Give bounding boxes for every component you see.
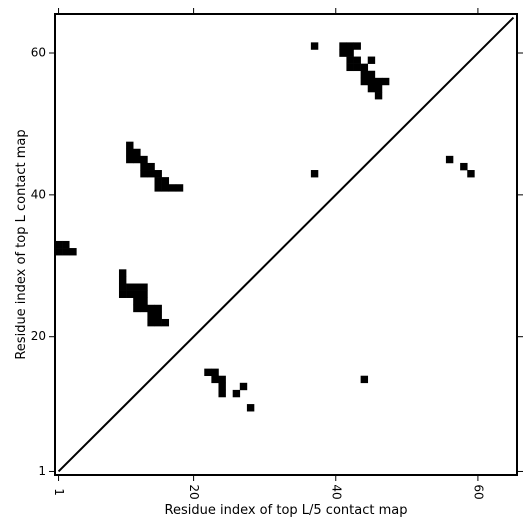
contact-cell — [353, 42, 361, 50]
contact-cell — [154, 177, 162, 185]
contact-cell — [339, 42, 347, 50]
contact-cell — [360, 70, 369, 79]
contact-cell — [118, 269, 127, 277]
contact-cell — [147, 162, 155, 171]
contact-cell — [118, 283, 127, 291]
contact-cells — [55, 42, 475, 412]
y-axis-label: Residue index of top L contact map — [14, 129, 29, 359]
diagonal-line — [57, 16, 515, 473]
contact-cell — [353, 56, 361, 64]
contact-cell — [367, 77, 376, 86]
contact-cell — [346, 56, 354, 64]
contact-cell — [55, 240, 63, 249]
contact-cell — [55, 248, 63, 256]
contact-cell — [133, 148, 141, 157]
contact-cell — [140, 304, 148, 313]
contact-cell — [360, 63, 369, 72]
contact-cell — [69, 248, 77, 256]
x-tick-label: 60 — [471, 484, 485, 499]
contact-cell — [381, 77, 390, 86]
contact-cell — [126, 148, 134, 157]
contact-cell — [310, 170, 319, 178]
contact-cell — [154, 311, 162, 320]
axis-ticks: 1 20 40 60 1 20 40 60 — [31, 8, 523, 500]
x-tick-label: 1 — [52, 488, 66, 496]
x-tick-label: 20 — [187, 484, 201, 499]
contact-cell — [367, 70, 376, 79]
contact-cell — [246, 404, 255, 412]
contact-cell — [367, 84, 376, 93]
contact-cell — [133, 297, 141, 306]
contact-cell — [118, 290, 127, 298]
x-tick-label: 40 — [329, 484, 343, 499]
contact-cell — [360, 375, 369, 384]
contact-cell — [147, 170, 155, 178]
contact-cell — [62, 240, 70, 249]
contact-cell — [140, 297, 148, 306]
contact-cell — [140, 290, 148, 298]
contact-cell — [161, 184, 170, 192]
contact-cell — [374, 92, 383, 100]
contact-cell — [367, 56, 376, 64]
contact-cell — [133, 304, 141, 313]
x-axis-label: Residue index of top L/5 contact map — [165, 503, 408, 518]
contact-cell — [211, 368, 219, 377]
contact-cell — [154, 318, 162, 327]
contact-cell — [147, 318, 155, 327]
contact-cell — [239, 382, 248, 391]
contact-cell — [147, 311, 155, 320]
contact-cell — [460, 162, 468, 171]
contact-cell — [161, 318, 170, 327]
contact-cell — [133, 283, 141, 291]
contact-cell — [133, 155, 141, 164]
contact-cell — [154, 184, 162, 192]
contact-cell — [232, 389, 241, 398]
contact-cell — [154, 170, 162, 178]
contact-cell — [339, 49, 347, 57]
contact-cell — [140, 170, 148, 178]
y-tick-label: 40 — [31, 187, 46, 201]
contact-cell — [154, 304, 162, 313]
contact-cell — [161, 177, 170, 185]
contact-cell — [374, 77, 383, 86]
contact-cell — [218, 382, 226, 391]
contact-cell — [211, 375, 219, 384]
contact-cell — [62, 248, 70, 256]
contact-cell — [346, 49, 354, 57]
contact-cell — [175, 184, 184, 192]
contact-cell — [360, 77, 369, 86]
contact-cell — [133, 290, 141, 298]
contact-cell — [118, 276, 127, 284]
contact-cell — [445, 155, 454, 164]
y-tick-label: 1 — [38, 464, 46, 478]
contact-cell — [218, 389, 226, 398]
contact-cell — [204, 368, 212, 377]
plot-frame — [54, 13, 518, 476]
contact-cell — [140, 283, 148, 291]
contact-cell — [374, 84, 383, 93]
contact-cell — [147, 304, 155, 313]
contact-cell — [126, 155, 134, 164]
contact-cell — [140, 162, 148, 171]
contact-cell — [467, 170, 475, 178]
contact-cell — [346, 63, 354, 72]
contact-cell — [310, 42, 319, 50]
contact-cell — [346, 42, 354, 50]
contact-cell — [353, 63, 361, 72]
contact-cell — [126, 283, 134, 291]
y-tick-label: 60 — [31, 46, 46, 60]
y-tick-label: 20 — [31, 329, 46, 343]
contact-cell — [126, 290, 134, 298]
contact-cell — [218, 375, 226, 384]
contact-cell — [168, 184, 177, 192]
contact-cell — [126, 141, 134, 150]
contact-cell — [140, 155, 148, 164]
